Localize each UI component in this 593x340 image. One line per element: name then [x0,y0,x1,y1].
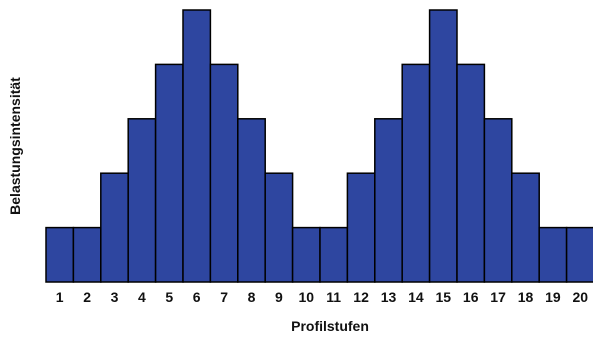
x-tick-label-11: 11 [326,289,341,305]
bar-18 [511,172,540,283]
x-tick-label-18: 18 [518,289,534,305]
bar-1 [45,226,75,283]
bar-9 [264,172,294,283]
x-tick-label-17: 17 [490,289,506,305]
x-tick-label-8: 8 [248,289,256,305]
bar-14 [401,63,431,283]
x-tick-label-9: 9 [275,289,283,305]
x-tick-label-14: 14 [408,289,424,305]
x-tick-label-2: 2 [83,289,91,305]
bar-15 [428,9,458,283]
x-tick-label-4: 4 [138,289,146,305]
bar-20 [565,226,593,283]
x-tick-label-10: 10 [299,289,315,305]
bar-16 [456,63,486,283]
x-tick-label-12: 12 [353,289,369,305]
x-tick-label-7: 7 [220,289,228,305]
y-axis-title: Belastungsintensität [7,77,23,215]
x-tick-label-1: 1 [56,289,64,305]
bar-7 [209,63,239,283]
bar-10 [291,226,321,283]
x-tick-label-16: 16 [463,289,479,305]
x-tick-label-5: 5 [165,289,173,305]
x-tick-label-15: 15 [436,289,452,305]
x-tick-label-13: 13 [381,289,397,305]
bar-2 [72,226,102,283]
bar-4 [127,118,157,283]
bar-13 [374,118,403,283]
x-tick-label-19: 19 [545,289,561,305]
bar-3 [100,172,129,283]
x-axis-title: Profilstufen [291,318,369,334]
bars-group [45,9,593,283]
bar-17 [483,118,513,283]
bar-12 [346,172,376,283]
bar-8 [237,118,266,283]
x-tick-label-3: 3 [111,289,119,305]
bar-5 [154,63,184,283]
bar-11 [319,226,349,283]
x-tick-labels: 1 2 3 4 5 6 7 8 9 10 11 12 13 14 15 16 17 18 19 20 [56,289,588,305]
x-tick-label-6: 6 [193,289,201,305]
bar-19 [538,226,568,283]
x-tick-label-20: 20 [573,289,589,305]
bar-6 [182,9,212,283]
